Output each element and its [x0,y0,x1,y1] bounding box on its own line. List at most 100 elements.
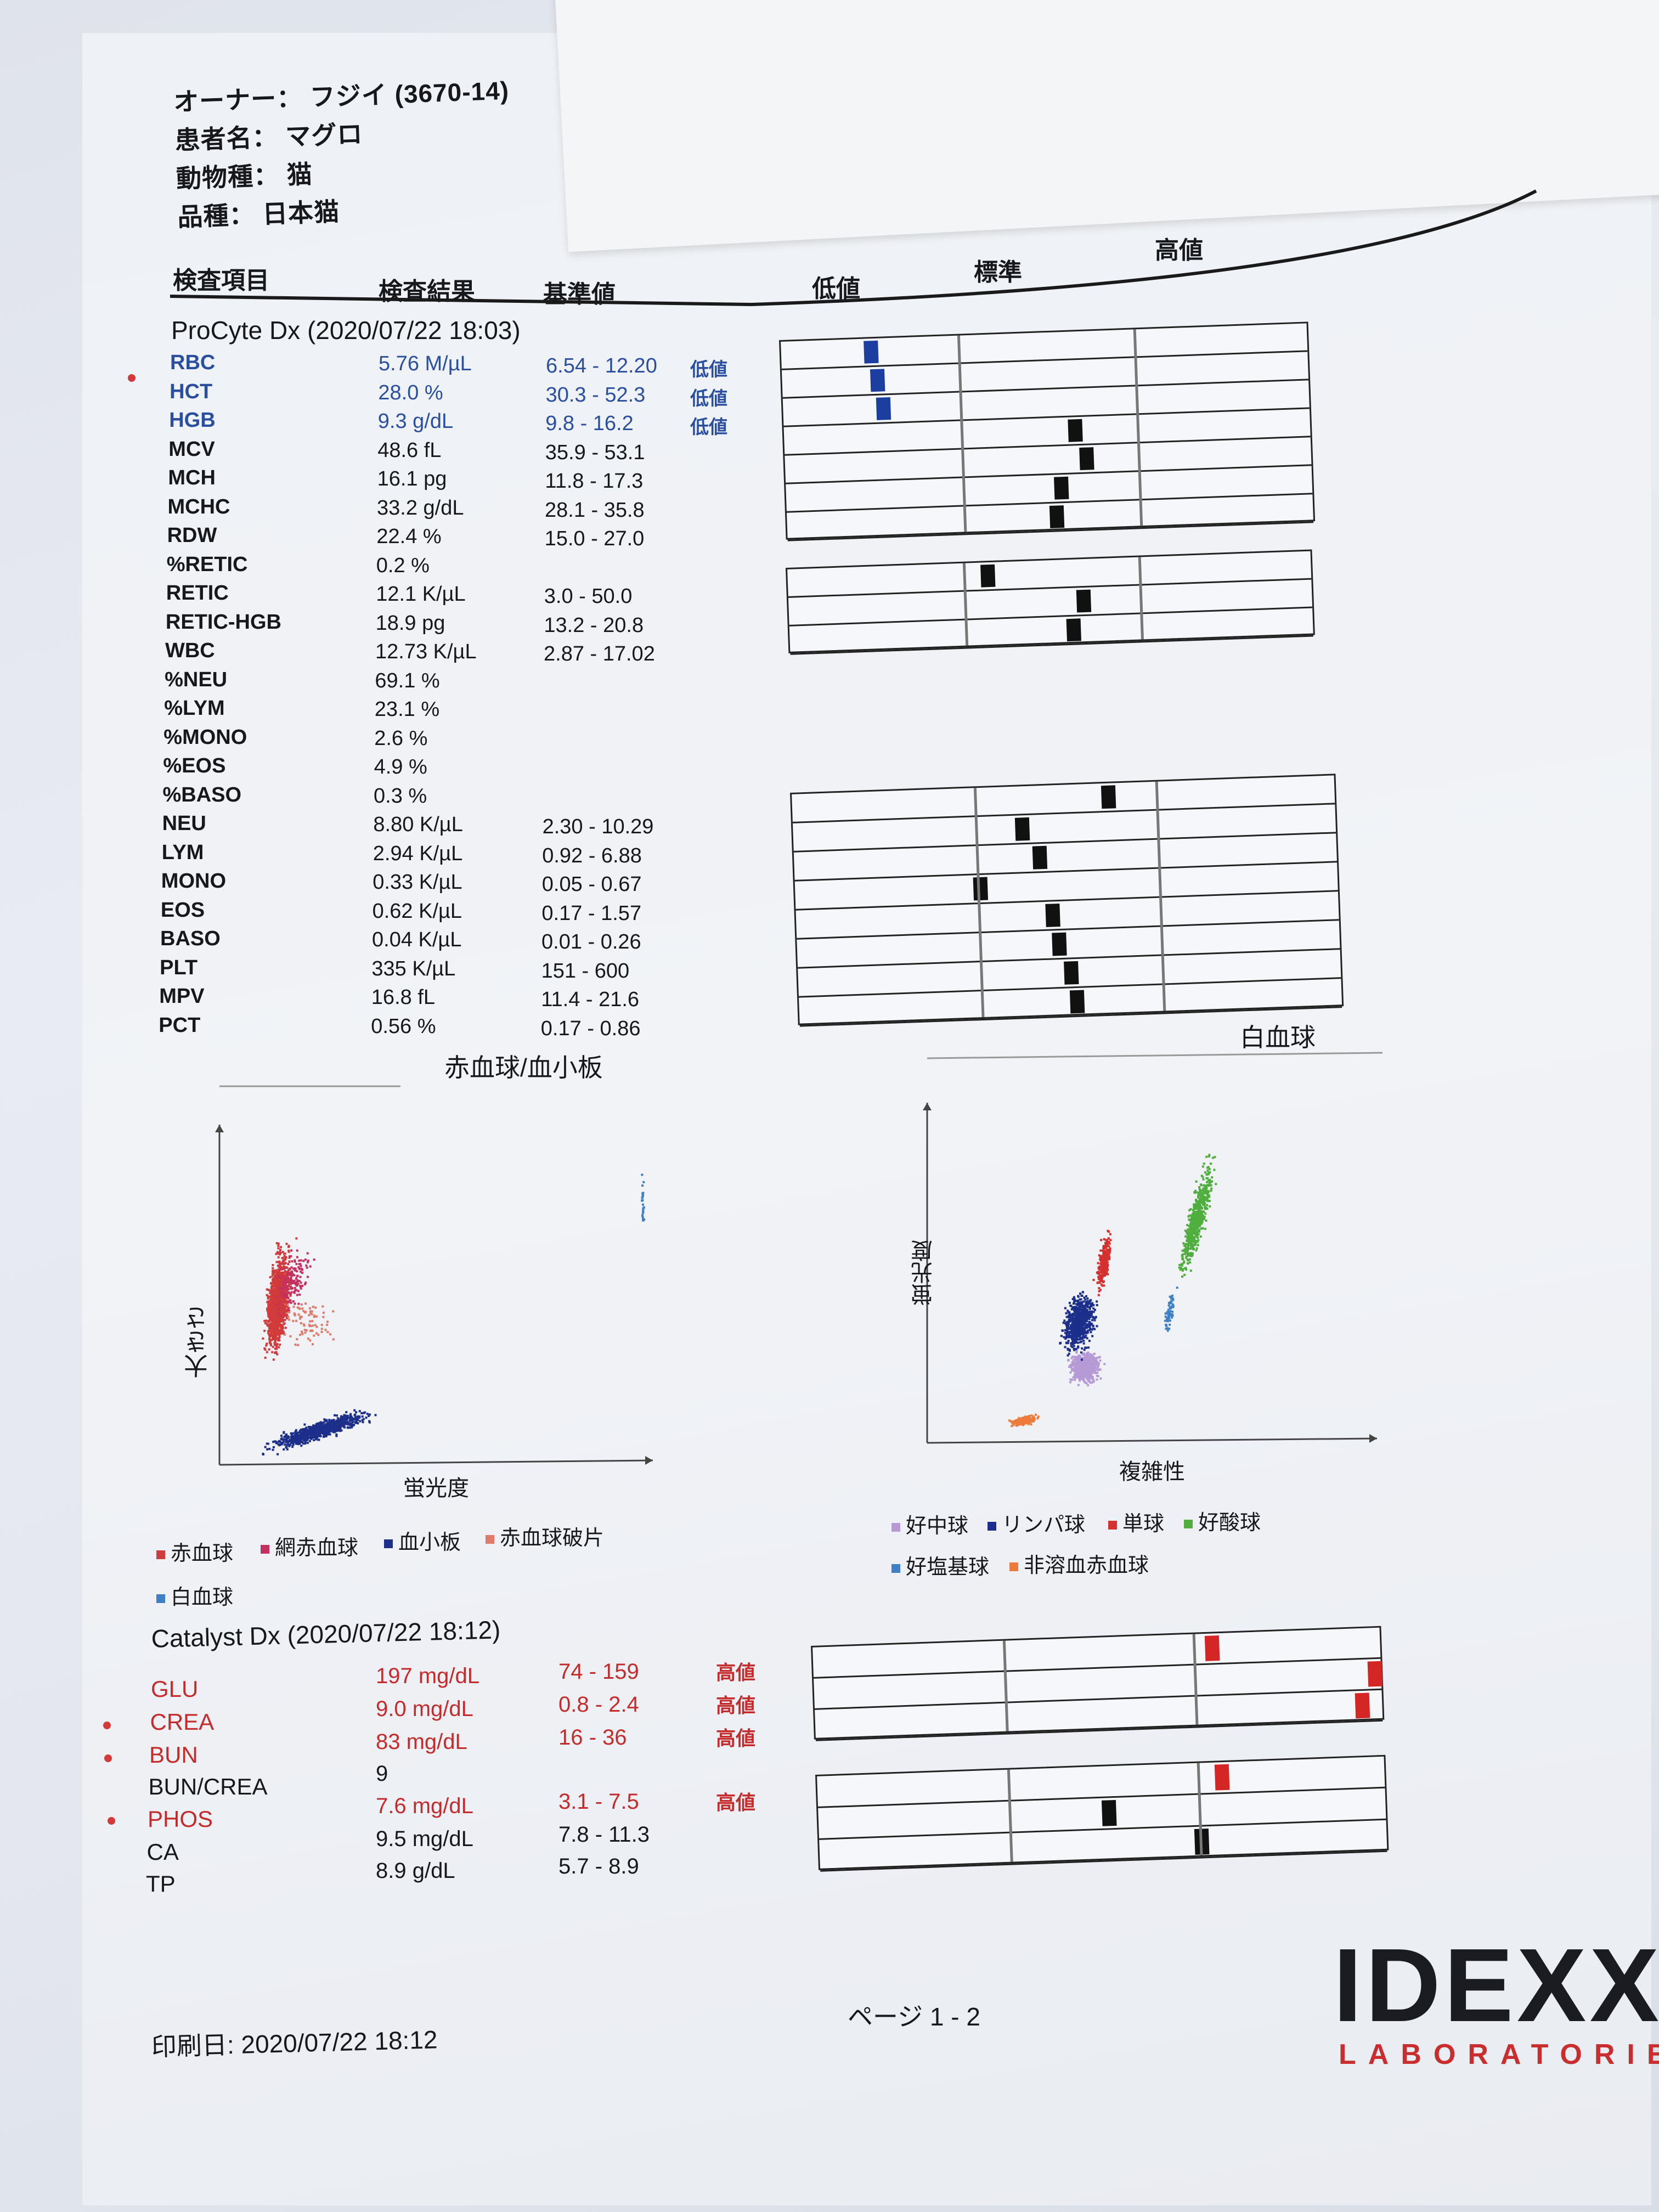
owner-value: フジイ (3670-14) [309,76,510,112]
legend-swatch [1009,1562,1018,1571]
range-bar-marker [1215,1764,1230,1791]
range-bar-group [811,1626,1385,1741]
catalyst-item-name: CREA [150,1709,215,1735]
procyte-item-reference: 0.01 - 0.26 [541,930,641,953]
col-header-item: 検査項目 [173,267,269,294]
legend-label: 単球 [1122,1513,1165,1536]
col-header-high: 高値 [1155,237,1203,264]
rbc-plot-title-rule [219,1085,400,1087]
catalyst-item-reference: 0.8 - 2.4 [558,1692,639,1717]
range-bar-marker [1076,589,1091,613]
wbc-dots [641,1173,646,1222]
procyte-item-name: %NEU [165,668,228,691]
catalyst-item-result: 9 [376,1762,388,1786]
range-bar-group [779,321,1316,541]
procyte-item-reference: 0.17 - 0.86 [540,1017,641,1040]
legend-label: 好塩基球 [906,1556,990,1579]
procyte-item-name: NEU [162,812,206,835]
legend-swatch [261,1544,269,1554]
catalyst-item-flag: 高値 [716,1694,756,1717]
legend-label: 血小板 [398,1531,461,1554]
procyte-item-name: %MONO [163,725,247,749]
catalyst-item-result: 7.6 mg/dL [376,1794,473,1818]
procyte-item-name: HCT [170,380,213,403]
procyte-item-result: 22.4 % [376,525,442,548]
range-bar-marker [1204,1635,1220,1661]
procyte-item-name: MONO [161,870,227,893]
neutrophil-cluster [1067,1349,1106,1386]
range-bar-marker [1063,961,1079,985]
header-divider-line [170,189,1537,307]
legend-swatch [384,1539,393,1548]
procyte-item-result: 0.33 K/µL [373,871,462,894]
rbc-legend-item: 白血球 [156,1580,233,1610]
procyte-item-result: 8.80 K/µL [373,813,463,836]
range-bar-marker [1049,505,1065,528]
range-bar-marker [1101,785,1116,809]
owner-label: オーナー： [173,83,303,116]
wbc-plot-ylabel: 蛍光度 [912,1240,936,1306]
procyte-item-name: MCH [168,466,216,489]
species-value: 猫 [286,160,313,189]
range-bar-group [815,1754,1389,1872]
wbc-plot-title-rule [927,1052,1383,1059]
rbc-cluster [262,1237,298,1361]
procyte-item-reference: 0.92 - 6.88 [542,844,642,867]
procyte-item-name: %RETIC [166,552,248,576]
procyte-item-result: 0.3 % [374,784,427,808]
procyte-item-result: 12.1 K/µL [376,583,466,606]
procyte-item-name: LYM [161,840,204,864]
procyte-item-reference: 35.9 - 53.1 [545,441,645,464]
procyte-item-reference: 0.17 - 1.57 [541,901,642,925]
catalyst-item-result: 197 mg/dL [376,1664,480,1688]
procyte-item-result: 69.1 % [375,669,440,692]
range-bar-marker [1079,447,1094,470]
rbc-plot-xlabel: 蛍光度 [403,1476,469,1500]
catalyst-item-name: CA [146,1839,179,1865]
catalyst-item-flag: 高値 [716,1791,756,1814]
procyte-item-name: MCHC [167,495,230,518]
catalyst-item-result: 83 mg/dL [376,1730,467,1754]
catalyst-item-name: BUN [149,1742,198,1768]
procyte-item-result: 9.3 g/dL [377,410,454,433]
procyte-item-result: 48.6 fL [377,438,442,462]
range-bar-marker [1102,1799,1117,1826]
procyte-item-reference: 28.1 - 35.8 [545,498,645,522]
procyte-item-result: 4.9 % [374,755,427,778]
procyte-item-reference: 151 - 600 [541,959,630,983]
range-bar-marker [980,564,996,588]
platelet-cluster [262,1409,377,1455]
range-bar-group [786,549,1315,655]
margin-mark-bun [104,1754,112,1762]
legend-swatch [891,1522,900,1532]
range-bar-marker [1053,476,1069,500]
legend-label: 非溶血赤血球 [1024,1554,1149,1577]
procyte-item-reference: 13.2 - 20.8 [544,613,644,637]
catalyst-item-reference: 16 - 36 [558,1725,627,1750]
catalyst-item-result: 9.5 mg/dL [376,1827,473,1851]
procyte-item-result: 12.73 K/µL [375,640,477,663]
procyte-item-result: 33.2 g/dL [377,496,464,520]
wbc-legend-item: 好塩基球 [891,1550,989,1580]
procyte-item-flag: 低値 [690,417,727,438]
range-bar-marker [876,397,891,420]
legend-swatch [156,1594,165,1603]
catalyst-item-result: 8.9 g/dL [376,1859,455,1883]
legend-label: 好酸球 [1198,1511,1261,1534]
range-bar-marker [1066,618,1082,642]
procyte-item-reference: 0.05 - 0.67 [541,873,642,896]
monocyte-cluster [1092,1229,1112,1296]
rbc-plot-axes [215,1125,653,1466]
procyte-item-name: %LYM [164,697,225,720]
legend-label: リンパ球 [1002,1514,1086,1537]
legend-label: 白血球 [171,1586,234,1609]
procyte-item-result: 23.1 % [374,698,440,721]
catalyst-item-reference: 5.7 - 8.9 [558,1854,639,1878]
legend-swatch [1184,1519,1193,1528]
procyte-item-name: HGB [169,409,216,432]
rbc-plot-ylabel: 大きさ [185,1306,212,1378]
range-bar-marker [1070,990,1085,1014]
procyte-item-name: %BASO [162,783,242,806]
procyte-item-name: RETIC [166,582,229,605]
procyte-item-name: MCV [168,437,215,461]
